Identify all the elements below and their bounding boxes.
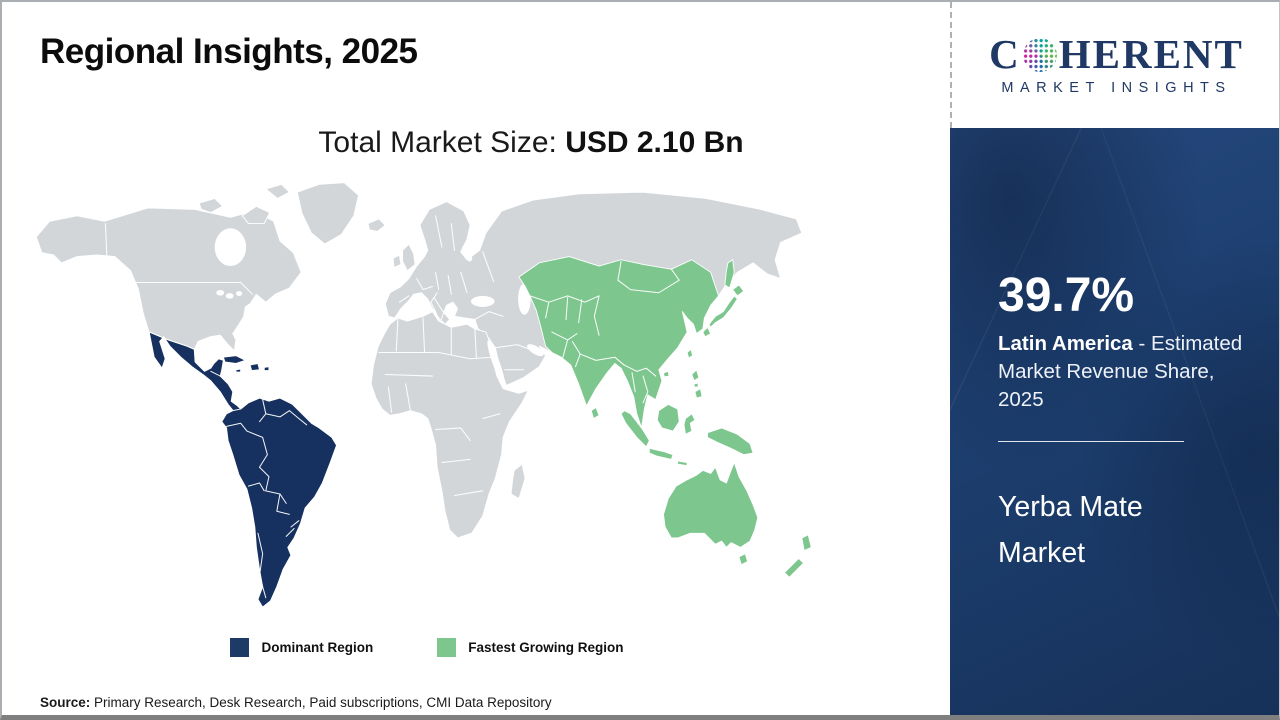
madagascar — [510, 463, 526, 500]
brand-tagline: MARKET INSIGHTS — [1001, 80, 1232, 96]
red-sea — [487, 340, 505, 385]
north-america — [35, 207, 302, 413]
arctic-island — [241, 205, 271, 225]
sidebar: C HERENT MARKET INSIGHTS 39.7% Latin Amer… — [950, 2, 1279, 715]
new-zealand-south — [784, 557, 804, 578]
stat-panel: 39.7% Latin America - Estimated Market R… — [950, 128, 1279, 715]
sakhalin — [724, 259, 735, 289]
philippines-mindanao — [694, 388, 703, 399]
fastest-growing-region-asia-pacific — [518, 256, 812, 578]
iceland — [367, 218, 386, 232]
brand-logo: C HERENT MARKET INSIGHTS — [950, 2, 1279, 128]
source-note: Source: Primary Research, Desk Research,… — [40, 695, 552, 710]
japan-honshu — [708, 295, 738, 328]
market-name: Yerba Mate Market — [998, 490, 1143, 569]
java — [648, 447, 674, 460]
legend-item-dominant: Dominant Region — [230, 638, 373, 657]
greenland — [296, 182, 360, 245]
source-text: Primary Research, Desk Research, Paid su… — [90, 695, 552, 710]
brand-letters-rest: HERENT — [1058, 31, 1244, 77]
map-legend: Dominant Region Fastest Growing Region — [37, 638, 817, 657]
hispaniola — [249, 363, 260, 372]
dominant-region-latin-america — [149, 331, 338, 608]
japan-hokkaido — [732, 284, 745, 297]
sulawesi — [683, 413, 696, 435]
divider-line — [998, 440, 1184, 442]
tasmania — [738, 553, 749, 566]
mexico-central-america — [149, 331, 242, 413]
country-borders — [104, 215, 680, 599]
stat-region: Latin America — [998, 332, 1133, 355]
africa — [370, 311, 529, 539]
great-britain — [402, 243, 416, 272]
arctic-island — [265, 183, 290, 199]
total-market-size-value: USD 2.10 Bn — [565, 126, 744, 159]
new-guinea — [707, 427, 754, 456]
borneo — [656, 403, 680, 432]
brand-wordmark: C HERENT — [989, 34, 1244, 75]
hudson-bay — [214, 228, 247, 267]
total-market-size: Total Market Size: USD 2.10 Bn — [57, 126, 1005, 160]
legend-item-fastest-growing: Fastest Growing Region — [437, 638, 624, 657]
hainan — [663, 370, 670, 378]
new-zealand-north — [801, 534, 812, 551]
cuba — [222, 355, 246, 364]
arctic-island — [198, 197, 224, 214]
philippines-visayas — [693, 382, 699, 388]
asia-mainland — [518, 256, 719, 429]
great-lakes — [235, 291, 243, 296]
stat-rest: - Estimated Market Revenue Share, 2025 — [998, 332, 1243, 411]
stat-description: Latin America - Estimated Market Revenue… — [998, 330, 1250, 414]
main-content: Regional Insights, 2025 Total Market Siz… — [2, 2, 950, 715]
puerto-rico — [263, 366, 270, 372]
black-sea — [470, 295, 495, 307]
baltic-sea — [461, 245, 473, 262]
sumatra — [620, 410, 650, 448]
world-map-svg — [35, 182, 812, 608]
persian-gulf — [527, 344, 544, 357]
taiwan — [686, 348, 694, 359]
dominant-region-label: Dominant Region — [261, 640, 374, 655]
south-america — [221, 397, 338, 608]
globe-dots-icon — [1022, 37, 1057, 72]
great-lakes — [225, 293, 234, 299]
lesser-sunda — [677, 460, 688, 467]
world-map — [30, 178, 816, 626]
australia — [663, 462, 759, 548]
source-label: Source: — [40, 695, 91, 710]
fastest-growing-region-label: Fastest Growing Region — [468, 640, 624, 655]
total-market-size-label: Total Market Size: — [318, 126, 566, 159]
sri-lanka — [590, 407, 600, 419]
fastest-growing-region-swatch — [437, 638, 457, 657]
japan-kyushu — [702, 326, 712, 338]
page-title: Regional Insights, 2025 — [40, 32, 418, 71]
jamaica — [235, 368, 242, 373]
great-lakes — [216, 290, 225, 296]
brand-letter-c: C — [989, 31, 1021, 77]
dominant-region-swatch — [230, 638, 250, 657]
philippines-luzon — [691, 369, 700, 382]
stat-value: 39.7% — [998, 269, 1135, 322]
ireland — [392, 254, 402, 269]
